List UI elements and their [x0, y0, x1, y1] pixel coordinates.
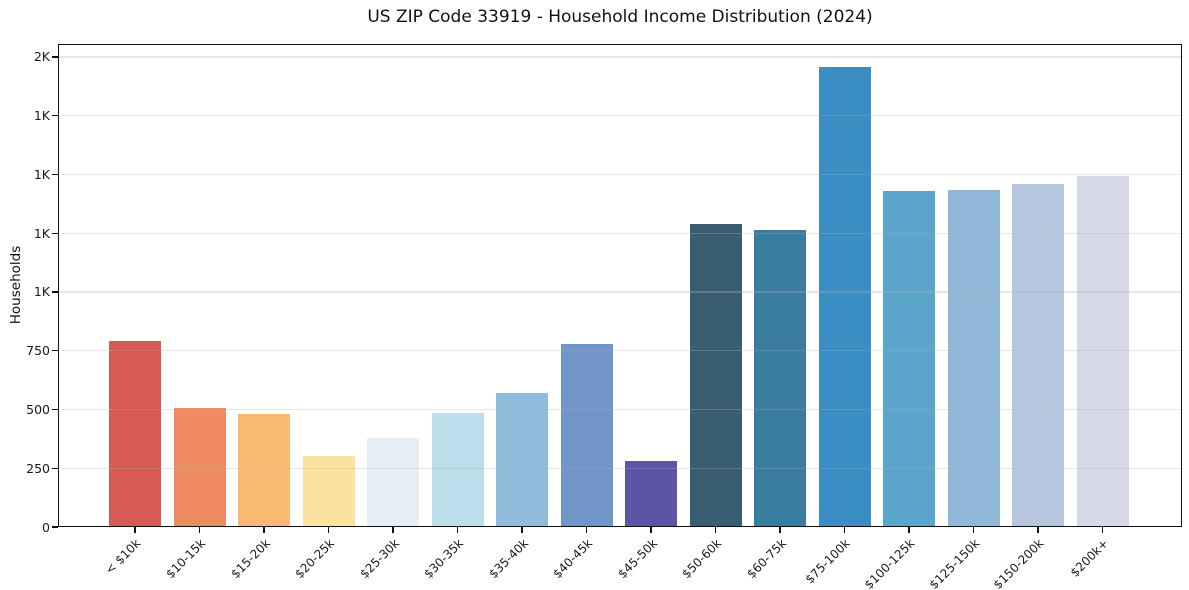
bar [1076, 175, 1129, 527]
x-tick-label: $20-25k [292, 536, 338, 582]
x-tick [650, 527, 652, 533]
gridline [59, 115, 1181, 117]
x-tick-label: $75-100k [802, 536, 854, 587]
x-tick [456, 527, 459, 533]
x-tick-label: $40-45k [550, 536, 596, 582]
x-tick [327, 527, 330, 533]
y-tick-label: 500 [26, 401, 50, 417]
x-tick-label: $125-150k [926, 536, 983, 590]
bar [947, 189, 1000, 527]
plot-area [58, 44, 1182, 527]
y-tick-label: 0 [42, 519, 50, 535]
y-tick [52, 56, 58, 58]
bar [367, 437, 419, 527]
x-tick [585, 527, 588, 533]
x-tick-label: $60-75k [743, 536, 789, 582]
bar [496, 393, 548, 527]
y-tick [52, 291, 58, 293]
bar [1012, 183, 1064, 527]
bar [883, 191, 935, 527]
y-tick-label: 1K [33, 108, 50, 124]
gridline [59, 467, 1181, 469]
gridline [59, 232, 1181, 234]
y-tick-label: 1K [33, 225, 50, 241]
bar [818, 67, 871, 527]
y-tick-label: 2K [33, 49, 50, 65]
y-tick [52, 350, 58, 352]
gridline [59, 56, 1181, 58]
x-tick-label: < $10k [102, 536, 144, 578]
bar [560, 344, 613, 527]
y-tick-label: 750 [26, 343, 50, 359]
x-tick [521, 527, 523, 533]
bar [109, 341, 161, 527]
x-tick [972, 527, 975, 533]
y-tick [52, 526, 58, 528]
x-tick-label: $200k+ [1067, 536, 1112, 580]
bar [689, 224, 742, 527]
x-tick-label: $15-20k [227, 536, 273, 582]
x-tick-label: $50-60k [679, 536, 725, 582]
x-tick [263, 527, 265, 533]
x-tick-label: $150-200k [990, 536, 1047, 590]
x-tick [908, 527, 910, 533]
y-tick [52, 114, 58, 117]
x-tick-label: $30-35k [421, 536, 467, 582]
x-tick [779, 527, 781, 533]
bar [625, 460, 677, 527]
y-tick-label: 250 [26, 460, 50, 476]
y-tick-label: 1K [33, 166, 50, 182]
bar [431, 413, 484, 527]
x-tick [198, 527, 201, 533]
bar [754, 230, 806, 527]
gridline [59, 173, 1181, 176]
x-tick [843, 527, 846, 533]
bar [238, 413, 290, 527]
y-tick [52, 408, 58, 411]
x-tick [1037, 527, 1039, 533]
x-tick-label: $35-40k [485, 536, 531, 582]
y-tick-label: 1K [33, 284, 50, 300]
bar [302, 455, 355, 527]
y-tick [52, 467, 58, 469]
gridline [59, 350, 1181, 352]
y-tick [52, 173, 58, 176]
x-tick-label: $25-30k [356, 536, 402, 582]
x-tick [134, 527, 136, 533]
x-tick [714, 527, 717, 533]
x-tick [392, 527, 394, 533]
x-tick-label: $45-50k [614, 536, 660, 582]
gridline [59, 291, 1181, 293]
chart-title: US ZIP Code 33919 - Household Income Dis… [367, 7, 873, 27]
bar [173, 408, 226, 527]
y-tick [52, 232, 58, 234]
x-tick-label: $100-125k [861, 536, 918, 590]
gridline [59, 408, 1181, 411]
x-tick [1101, 527, 1104, 533]
x-tick-label: $10-15k [163, 536, 209, 582]
